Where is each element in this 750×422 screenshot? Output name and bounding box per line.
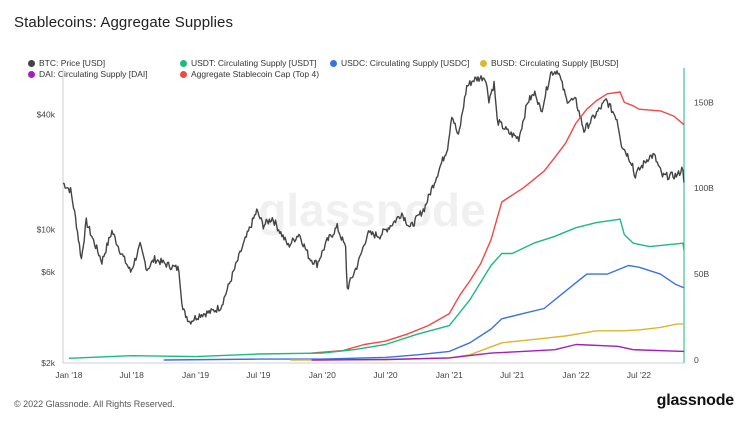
x-tick-label: Jan '19 — [182, 370, 209, 380]
legend-item-aggregate[interactable]: Aggregate Stablecoin Cap (Top 4) — [180, 68, 319, 80]
x-tick-label: Jan '21 — [436, 370, 463, 380]
x-tick-label: Jul '20 — [373, 370, 398, 380]
legend-label-busd: BUSD: Circulating Supply [BUSD] — [491, 58, 619, 68]
y-right-tick-label: 100B — [694, 183, 714, 193]
legend-label-dai: DAI: Circulating Supply [DAI] — [39, 69, 148, 79]
x-tick-label: Jan '22 — [562, 370, 589, 380]
series-group — [62, 70, 685, 361]
series-line-busd — [290, 323, 684, 361]
axes — [62, 68, 685, 364]
y-left-tick-label: $6k — [41, 267, 55, 277]
legend-dot-aggregate — [180, 71, 187, 78]
y-right-tick-label: 0 — [694, 355, 699, 365]
legend-item-usdt[interactable]: USDT: Circulating Supply [USDT] — [180, 57, 317, 69]
legend-item-btc[interactable]: BTC: Price [USD] — [28, 57, 105, 69]
x-tick-label: Jan '20 — [309, 370, 336, 380]
y-right-tick-label: 150B — [694, 97, 714, 107]
glassnode-logo[interactable]: glassnode — [656, 392, 735, 409]
legend-item-usdc[interactable]: USDC: Circulating Supply [USDC] — [330, 57, 469, 69]
legend-item-busd[interactable]: BUSD: Circulating Supply [BUSD] — [480, 57, 619, 69]
series-line-usdc — [163, 264, 685, 361]
tick-labels: Jan '18 Jul '18 Jan '19 Jul '19 Jan '20 Jul '… — [37, 97, 715, 380]
series-line-aggregate-stablecoin-cap-top-4- — [311, 91, 685, 354]
series-line-usdt — [68, 218, 685, 359]
x-tick-label: Jan '18 — [55, 370, 82, 380]
legend-label-btc: BTC: Price [USD] — [39, 58, 106, 68]
x-tick-label: Jul '18 — [120, 370, 145, 380]
legend-dot-busd — [480, 60, 487, 67]
legend-label-usdt: USDT: Circulating Supply [USDT] — [191, 58, 317, 68]
legend-dot-dai — [28, 71, 35, 78]
x-tick-label: Jul '21 — [500, 370, 525, 380]
legend-dot-usdt — [180, 60, 187, 67]
y-right-tick-label: 50B — [694, 269, 709, 279]
y-left-tick-label: $2k — [41, 358, 55, 368]
legend-dot-btc — [28, 60, 35, 67]
series-line-dai — [311, 343, 685, 361]
chart-title: Stablecoins: Aggregate Supplies — [14, 14, 234, 31]
y-left-tick-label: $40k — [37, 109, 56, 119]
footer-copyright: © 2022 Glassnode. All Rights Reserved. — [14, 399, 175, 409]
legend-item-dai[interactable]: DAI: Circulating Supply [DAI] — [28, 68, 148, 80]
watermark: glassnode — [258, 184, 486, 236]
legend-label-usdc: USDC: Circulating Supply [USDC] — [341, 58, 470, 68]
y-left-tick-label: $10k — [37, 225, 56, 235]
x-tick-label: Jul '22 — [627, 370, 652, 380]
legend-dot-usdc — [330, 60, 337, 67]
legend-label-aggregate: Aggregate Stablecoin Cap (Top 4) — [191, 69, 320, 79]
x-tick-label: Jul '19 — [246, 370, 271, 380]
